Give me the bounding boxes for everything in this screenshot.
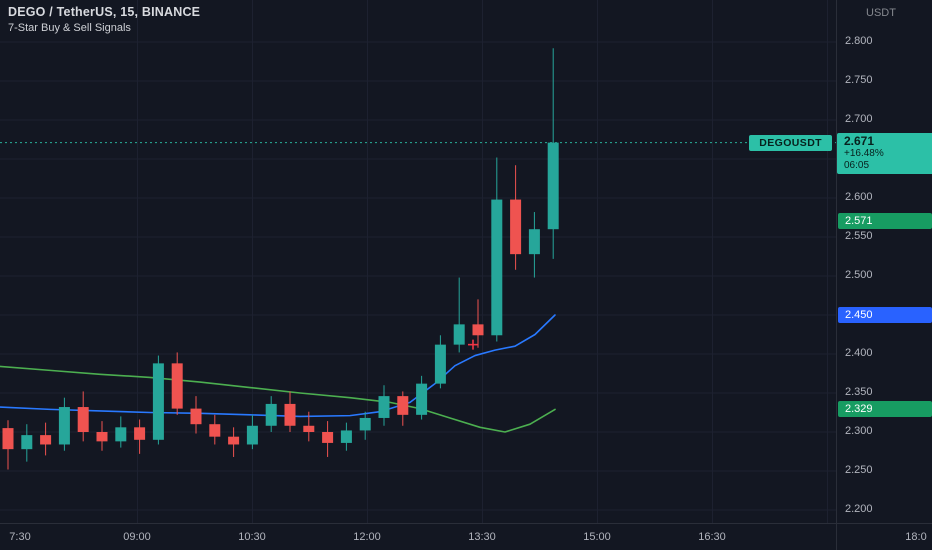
candle-body	[96, 432, 108, 442]
time-axis-label: 12:00	[353, 531, 381, 543]
candle-body	[152, 363, 164, 440]
candle-body	[171, 363, 183, 409]
candle-body	[303, 425, 315, 432]
candle-body	[547, 142, 559, 230]
symbol-title[interactable]: DEGO / TetherUS, 15, BINANCE	[8, 5, 201, 19]
candle-body	[265, 403, 277, 426]
signal-cross-marker	[468, 339, 478, 350]
candle-body	[58, 407, 70, 445]
time-axis-label: 10:30	[238, 531, 266, 543]
candle-body	[228, 436, 240, 445]
candle-body	[134, 427, 146, 440]
price-axis-label: 2.800	[845, 35, 873, 47]
time-axis-label: 18:0	[905, 531, 927, 543]
candle-body	[322, 432, 334, 443]
symbol-price-flag: DEGOUSDT	[749, 134, 832, 151]
last-price-badge: 2.671 +16.48% 06:05	[837, 132, 932, 174]
candle-body	[359, 417, 371, 431]
candle-body	[491, 199, 503, 336]
price-axis-label: 2.700	[845, 113, 873, 125]
time-axis-label: 15:00	[583, 531, 611, 543]
candle-body	[209, 424, 221, 437]
candle-body	[378, 396, 390, 418]
candle-body	[416, 383, 428, 415]
price-axis-label: 2.200	[845, 503, 873, 515]
candle-body	[528, 229, 540, 255]
price-axis-label: 2.750	[845, 74, 873, 86]
candle-body	[284, 403, 296, 426]
indicator-title[interactable]: 7-Star Buy & Sell Signals	[8, 22, 131, 34]
price-axis[interactable]: 2.800 2.750 2.700 2.600 2.550 2.500 2.400 2.350…	[836, 0, 932, 523]
price-axis-label: 2.550	[845, 230, 873, 242]
time-axis-label: 7:30	[9, 531, 31, 543]
candle-body	[190, 408, 202, 425]
price-axis-label: 2.600	[845, 191, 873, 203]
price-axis-label: 2.500	[845, 269, 873, 281]
candle-body	[40, 435, 52, 445]
candle-body	[115, 427, 127, 442]
price-axis-label: 2.300	[845, 425, 873, 437]
signal-band-green	[0, 365, 556, 433]
candle-body	[340, 430, 352, 443]
candle-body	[77, 407, 89, 432]
candle-body	[397, 396, 409, 415]
candle-body	[21, 435, 33, 450]
candle-body	[434, 344, 446, 384]
price-axis-label: 2.250	[845, 464, 873, 476]
time-axis[interactable]: 7:30 09:00 10:30 12:00 13:30 15:00 16:30 18:0	[0, 523, 932, 550]
candle-body	[246, 425, 258, 445]
indicator-level-flag: 2.329	[838, 401, 932, 418]
candles	[2, 48, 559, 470]
last-change-percent: +16.48%	[844, 147, 884, 159]
bar-countdown: 06:05	[844, 159, 870, 171]
indicator-level-flag: 2.450	[838, 307, 932, 323]
price-axis-label: 2.350	[845, 386, 873, 398]
grid-lines	[0, 0, 836, 523]
time-axis-label: 09:00	[123, 531, 151, 543]
candle-body	[472, 324, 484, 336]
price-axis-label: 2.400	[845, 347, 873, 359]
chart-legend[interactable]: DEGO / TetherUS, 15, BINANCE 7-Star Buy …	[8, 5, 200, 34]
candle-body	[2, 428, 14, 450]
last-price: 2.671	[844, 133, 875, 148]
time-axis-label: 16:30	[698, 531, 726, 543]
time-axis-label: 13:30	[468, 531, 496, 543]
quote-currency-label: USDT	[866, 7, 896, 19]
indicator-level-flag: 2.571	[838, 212, 932, 229]
candle-body	[453, 324, 465, 345]
candle-body	[510, 199, 522, 255]
